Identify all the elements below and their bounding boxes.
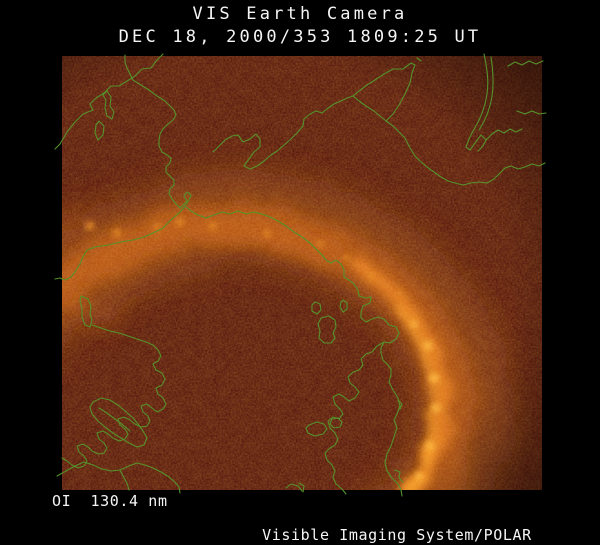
- aurora-image: [62, 56, 542, 490]
- header: VIS Earth Camera DEC 18, 2000/353 1809:2…: [0, 3, 600, 49]
- page-title: VIS Earth Camera: [192, 4, 408, 24]
- credits: Visible Imaging System/POLAR The Univers…: [243, 493, 551, 545]
- credit-line-1: Visible Imaging System/POLAR: [262, 526, 532, 544]
- image-canvas: [54, 53, 547, 497]
- vignette: [62, 56, 542, 490]
- wavelength-label: OI 130.4 nm: [52, 492, 168, 510]
- timestamp: DEC 18, 2000/353 1809:25 UT: [118, 27, 482, 47]
- coastline-overlay: [54, 53, 547, 497]
